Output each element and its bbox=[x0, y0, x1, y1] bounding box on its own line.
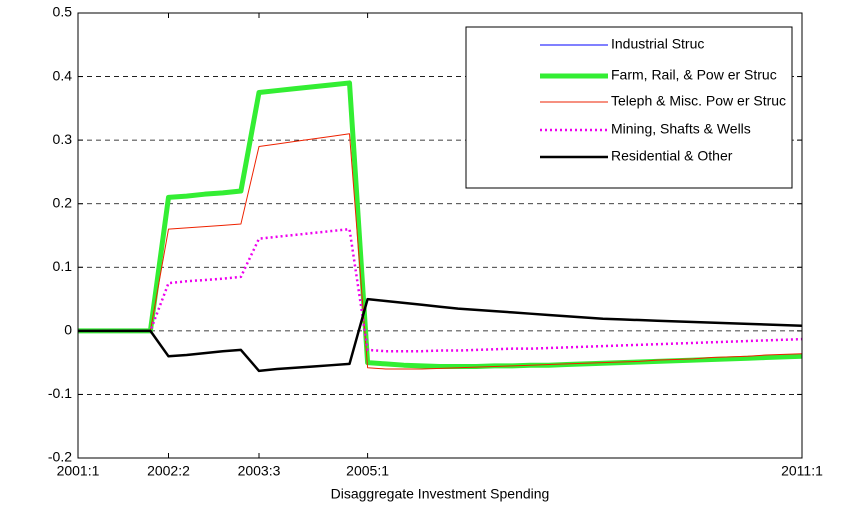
x-tick-label: 2002:2 bbox=[147, 463, 190, 479]
x-tick-label: 2011:1 bbox=[781, 463, 823, 479]
series-line bbox=[78, 227, 803, 353]
legend: Industrial Struc Farm, Rail, & Pow er Str… bbox=[465, 26, 793, 189]
x-tick-label: 2003:3 bbox=[238, 463, 281, 479]
y-tick-label: 0.4 bbox=[53, 67, 73, 83]
legend-label: Farm, Rail, & Pow er Struc bbox=[611, 67, 777, 83]
plot-frame bbox=[77, 12, 803, 459]
x-tick-label: 2005:1 bbox=[346, 463, 389, 479]
legend-label: Teleph & Misc. Pow er Struc bbox=[611, 93, 786, 109]
legend-label: Industrial Struc bbox=[611, 36, 704, 52]
x-tick-label: 2001:1 bbox=[57, 463, 100, 479]
y-tick-label: 0.2 bbox=[53, 194, 73, 210]
series-line bbox=[78, 80, 803, 369]
y-tick-label: 0 bbox=[64, 322, 72, 338]
x-axis-label: Disaggregate Investment Spending bbox=[331, 486, 550, 502]
y-tick-label: -0.2 bbox=[48, 449, 72, 465]
y-tick-label: 0.3 bbox=[53, 131, 73, 147]
y-tick-label: 0.5 bbox=[53, 4, 73, 20]
legend-label: Residential & Other bbox=[611, 148, 733, 164]
y-tick-label: 0.1 bbox=[53, 258, 73, 274]
series-line bbox=[78, 297, 803, 373]
legend-label: Mining, Shafts & Wells bbox=[611, 121, 751, 137]
y-tick-label: -0.1 bbox=[48, 385, 72, 401]
series-line bbox=[78, 133, 803, 370]
legend-box bbox=[465, 26, 793, 189]
